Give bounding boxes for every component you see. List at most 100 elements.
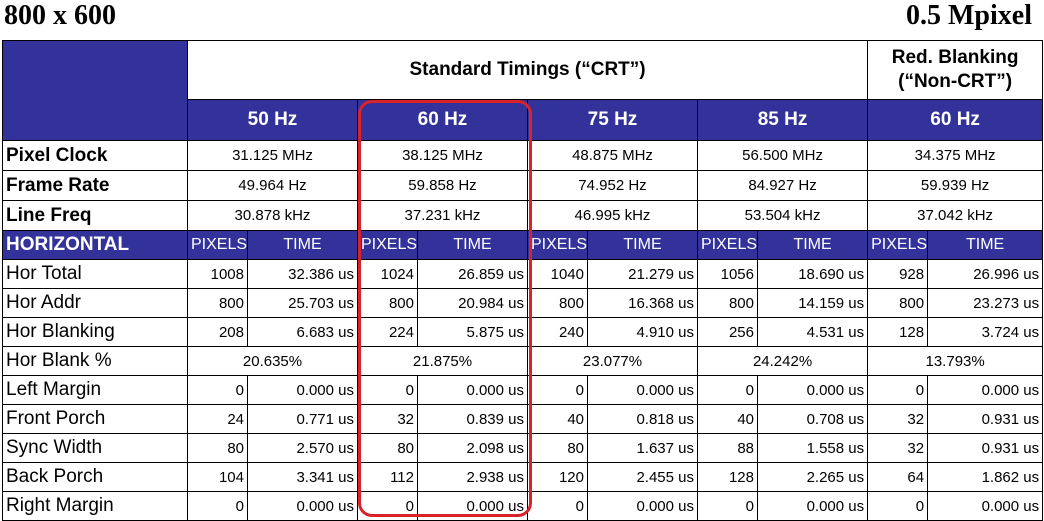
pixels-value: 40 [527,404,588,434]
time-value: 3.724 us [927,317,1044,347]
time-value: 0.000 us [927,491,1044,521]
pixels-value: 88 [697,433,758,463]
table-row: Hor Total 1008 32.386 us 1024 26.859 us 1040 2… [2,259,1044,289]
blank-percent-value: 21.875% [357,346,528,376]
reduced-blanking-header: Red. Blanking (“Non-CRT”) [867,40,1044,100]
pixels-value: 1056 [697,259,758,289]
time-value: 2.455 us [587,462,698,492]
time-value: 32.386 us [247,259,358,289]
pixels-value: 112 [357,462,418,492]
reduced-blanking-line2: (“Non-CRT”) [898,71,1013,92]
pixels-value: 32 [867,404,929,434]
pixels-subheader: PIXELS [187,230,248,260]
summary-value: 38.125 MHz [357,140,528,171]
time-value: 26.859 us [417,259,528,289]
pixels-value: 32 [867,433,929,463]
summary-value: 53.504 kHz [696,200,869,231]
summary-row-pixel-clock: Pixel Clock 31.125 MHz 38.125 MHz 48.875… [2,140,1044,171]
summary-value: 30.878 kHz [187,200,358,231]
pixels-value: 0 [357,375,418,405]
page-title-resolution: 800 x 600 [4,0,116,31]
summary-value: 84.927 Hz [696,170,869,201]
pixels-value: 0 [527,375,588,405]
pixels-value: 40 [697,404,758,434]
blank-percent-value: 13.793% [867,346,1044,376]
row-label: Hor Addr [2,288,188,318]
pixels-value: 0 [357,491,418,521]
pixels-value: 800 [527,288,588,318]
pixels-value: 800 [697,288,758,318]
time-value: 0.000 us [247,375,358,405]
horizontal-detail-rows: Hor Total 1008 32.386 us 1024 26.859 us 1040 2… [2,259,1044,521]
summary-value: 37.042 kHz [867,200,1044,231]
column-header-75hz: 75 Hz [527,99,698,141]
pixels-value: 80 [187,433,248,463]
time-value: 0.000 us [587,491,698,521]
pixels-value: 800 [867,288,929,318]
time-value: 0.818 us [587,404,698,434]
row-label: Right Margin [2,491,188,521]
time-value: 16.368 us [587,288,698,318]
pixels-value: 928 [867,259,929,289]
table-row: Hor Addr 800 25.703 us 800 20.984 us 800 16.36… [2,288,1044,318]
summary-value: 37.231 kHz [357,200,528,231]
row-label: Frame Rate [2,170,188,201]
row-label: Pixel Clock [2,140,188,171]
time-value: 2.938 us [417,462,528,492]
pixels-value: 224 [357,317,418,347]
summary-value: 59.858 Hz [357,170,528,201]
pixels-value: 0 [697,491,758,521]
timing-table: Standard Timings (“CRT”) Red. Blanking (… [2,40,1044,521]
pixels-value: 128 [697,462,758,492]
summary-value: 46.995 kHz [527,200,698,231]
pixels-value: 800 [357,288,418,318]
pixels-value: 32 [357,404,418,434]
time-value: 0.000 us [247,491,358,521]
pixels-value: 64 [867,462,929,492]
pixels-subheader: PIXELS [527,230,588,260]
table-row: Right Margin 0 0.000 us 0 0.000 us 0 0.000 us 0… [2,491,1044,521]
time-value: 0.000 us [756,491,869,521]
pixels-value: 1040 [527,259,588,289]
pixels-value: 256 [697,317,758,347]
summary-value: 74.952 Hz [527,170,698,201]
time-subheader: TIME [756,230,869,260]
header-row-group: Standard Timings (“CRT”) Red. Blanking (… [2,40,1044,141]
time-value: 14.159 us [756,288,869,318]
time-value: 3.341 us [247,462,358,492]
table-row: Sync Width 80 2.570 us 80 2.098 us 80 1.637 us… [2,433,1044,463]
time-value: 2.570 us [247,433,358,463]
pixels-value: 0 [697,375,758,405]
time-value: 1.558 us [756,433,869,463]
pixels-value: 1008 [187,259,248,289]
pixels-value: 0 [187,491,248,521]
time-value: 1.862 us [927,462,1044,492]
pixels-value: 80 [357,433,418,463]
column-header-60hz: 60 Hz [357,99,528,141]
summary-value: 34.375 MHz [867,140,1044,171]
column-header-60hz-reduced: 60 Hz [867,99,1044,141]
horizontal-label: HORIZONTAL [2,230,188,260]
time-value: 4.531 us [756,317,869,347]
horizontal-section-header: HORIZONTAL PIXELS TIME PIXELS TIME PIXEL… [2,230,1044,260]
pixels-value: 1024 [357,259,418,289]
pixels-value: 80 [527,433,588,463]
table-row: Hor Blanking 208 6.683 us 224 5.875 us 240 4.9… [2,317,1044,347]
time-value: 0.771 us [247,404,358,434]
row-label: Sync Width [2,433,188,463]
pixels-subheader: PIXELS [697,230,758,260]
blank-percent-value: 23.077% [527,346,698,376]
time-value: 5.875 us [417,317,528,347]
time-value: 4.910 us [587,317,698,347]
page-title-megapixel: 0.5 Mpixel [906,0,1032,31]
pixels-value: 208 [187,317,248,347]
time-value: 0.931 us [927,433,1044,463]
time-value: 0.839 us [417,404,528,434]
time-subheader: TIME [587,230,698,260]
time-value: 26.996 us [927,259,1044,289]
time-value: 1.637 us [587,433,698,463]
pixels-value: 24 [187,404,248,434]
pixels-value: 128 [867,317,929,347]
corner-cell [2,40,188,141]
standard-timings-header: Standard Timings (“CRT”) [186,40,869,100]
